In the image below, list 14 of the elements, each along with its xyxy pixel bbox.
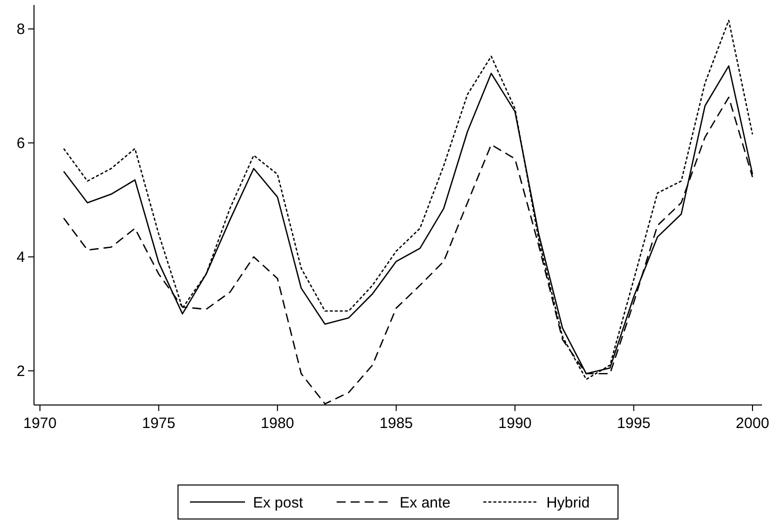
legend-label: Hybrid xyxy=(546,494,590,512)
y-tick-label: 8 xyxy=(16,21,25,38)
y-tick-label: 6 xyxy=(16,135,25,152)
x-tick-label: 1970 xyxy=(23,415,57,432)
y-tick-label: 4 xyxy=(16,249,25,266)
x-tick-label: 1980 xyxy=(260,415,294,432)
legend-label: Ex post xyxy=(253,494,304,512)
legend-label: Ex ante xyxy=(400,494,451,512)
x-tick-label: 1995 xyxy=(617,415,650,432)
x-tick-label: 2000 xyxy=(736,415,770,432)
x-tick-label: 1990 xyxy=(498,415,532,432)
y-tick-label: 2 xyxy=(16,363,25,380)
x-tick-label: 1985 xyxy=(380,415,413,432)
x-tick-label: 1975 xyxy=(142,415,176,432)
